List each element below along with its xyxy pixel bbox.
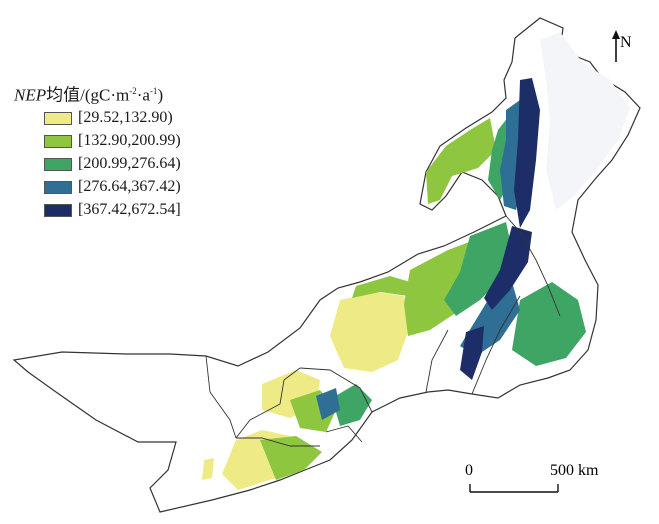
legend-swatch-1 (44, 111, 72, 125)
nep-class-5-area (514, 78, 540, 228)
nep-class-2-area (426, 118, 496, 204)
nep-class-5-area (484, 226, 532, 310)
legend-title-var: NEP (14, 85, 47, 105)
scale-zero-label: 0 (465, 462, 473, 479)
legend-item-1: [29.52,132.90) (44, 107, 181, 130)
legend-swatch-2 (44, 134, 72, 148)
scale-max-label: 500 km (550, 462, 599, 479)
legend-item-4: [276.64,367.42) (44, 176, 181, 199)
nep-class-1-area (202, 458, 214, 480)
nep-class-2-area (260, 436, 322, 480)
north-arrow-icon (612, 30, 620, 62)
legend-label-4: [276.64,367.42) (78, 178, 181, 196)
legend-title-unit-suffix: ) (157, 85, 164, 105)
legend-label-3: [200.99,276.64) (78, 155, 181, 173)
legend-title-unit-mid: ·a (136, 85, 150, 105)
legend-title-unit-prefix: /(gC·m (80, 85, 130, 105)
legend-item-2: [132.90,200.99) (44, 130, 181, 153)
nep-class-5-area (460, 326, 484, 380)
legend-title-exp2: -1 (149, 86, 158, 96)
admin-boundaries (205, 215, 561, 447)
legend-title-mean: 均值 (46, 85, 81, 105)
legend-item-5: [367.42,672.54] (44, 199, 181, 222)
legend-swatch-3 (44, 157, 72, 171)
sparse-area (540, 32, 630, 210)
nep-class-1-area (330, 292, 410, 372)
nep-class-2-area (352, 276, 410, 298)
nep-class-3-area (332, 384, 372, 426)
legend-title-exp1: -2 (129, 86, 137, 96)
north-label: N (620, 34, 632, 51)
nep-class-4-area (316, 388, 340, 420)
scale-bar-line (469, 484, 559, 493)
north-arrow: N (610, 30, 632, 69)
legend-label-1: [29.52,132.90) (78, 109, 173, 127)
nep-class-3-area (512, 282, 586, 366)
legend: NEP均值/(gC·m-2·a-1) [29.52,132.90) [132.9… (14, 80, 181, 222)
legend-swatch-4 (44, 180, 72, 194)
legend-title: NEP均值/(gC·m-2·a-1) (14, 80, 181, 107)
scale-bar: 0 500 km (462, 462, 598, 502)
legend-swatch-5 (44, 203, 72, 217)
legend-item-3: [200.99,276.64) (44, 153, 181, 176)
nep-class-3-area (444, 222, 512, 316)
legend-label-2: [132.90,200.99) (78, 132, 181, 150)
legend-label-5: [367.42,672.54] (78, 201, 181, 219)
